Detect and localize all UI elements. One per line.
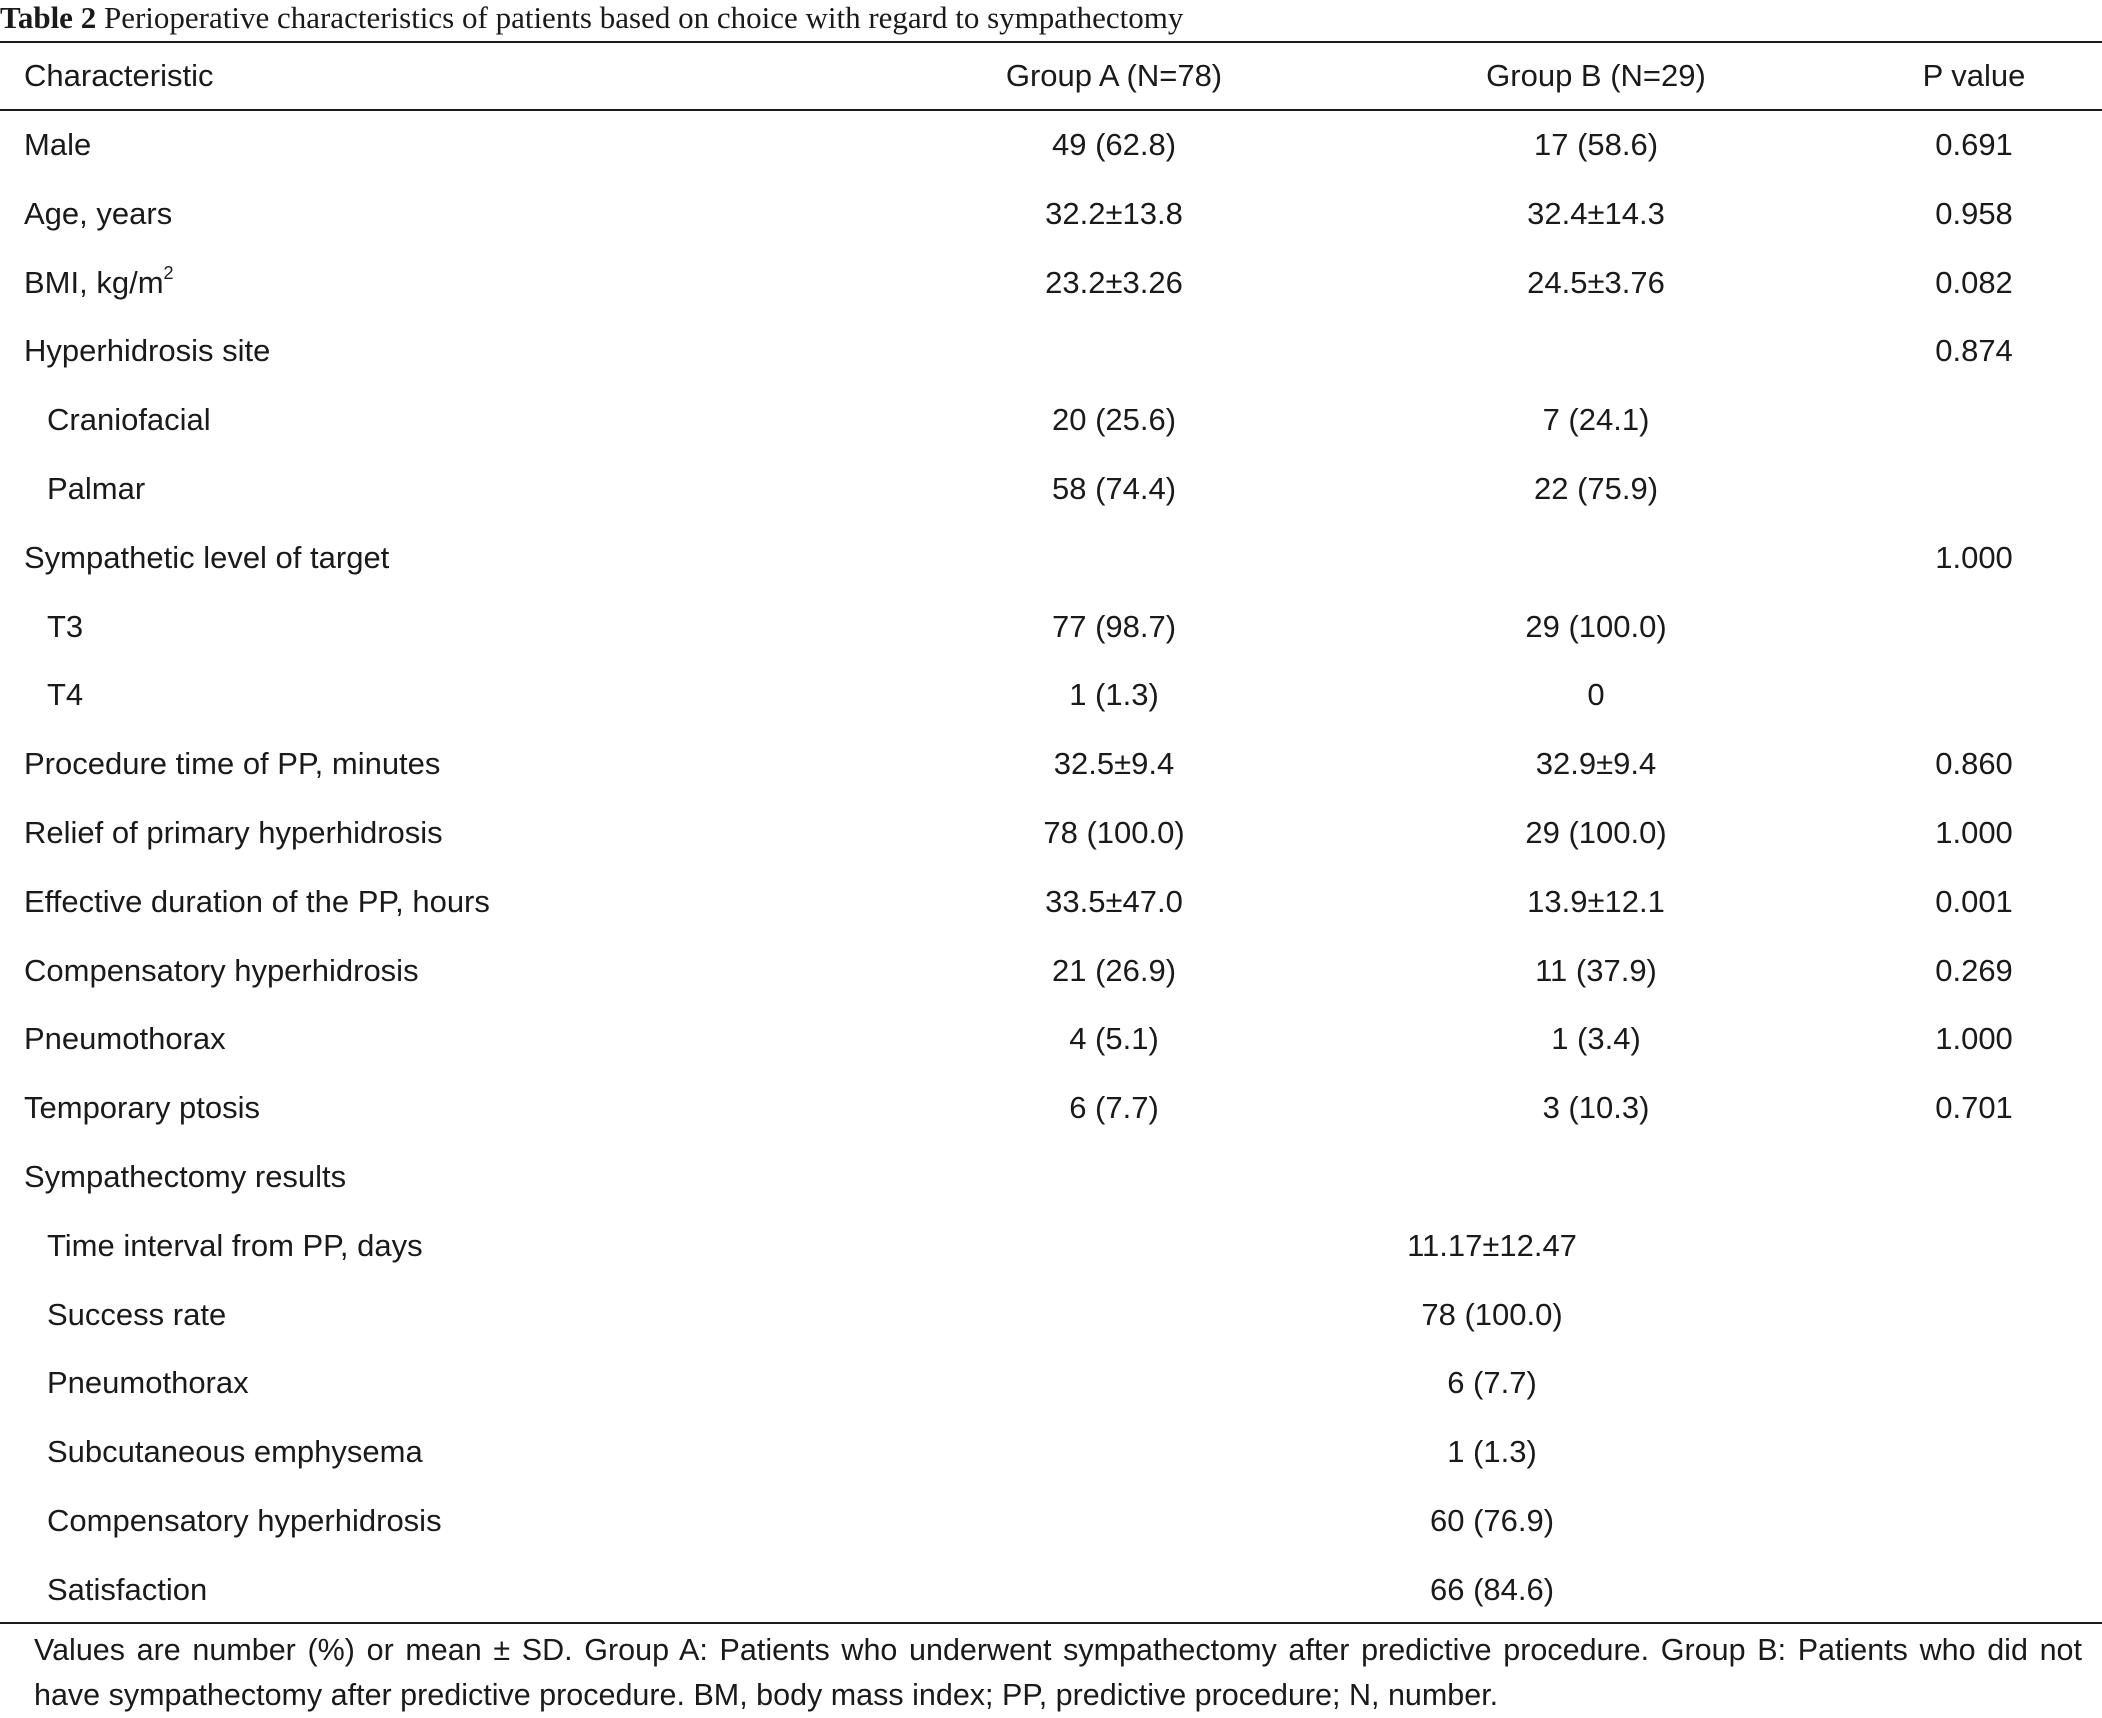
table-row: Compensatory hyperhidrosis 60 (76.9) (0, 1487, 2102, 1556)
row-label: T3 (47, 608, 84, 644)
table-caption-text: Perioperative characteristics of patient… (103, 0, 1184, 35)
row-label: Male (24, 127, 92, 162)
table-caption-label: Table 2 (0, 0, 97, 35)
row-label: Compensatory hyperhidrosis (47, 1502, 442, 1538)
table-row: Procedure time of PP, minutes 32.5±9.4 3… (0, 730, 2102, 799)
row-label: Palmar (47, 470, 146, 506)
row-label: Hyperhidrosis site (24, 333, 271, 369)
table-row: Relief of primary hyperhidrosis 78 (100.… (0, 799, 2102, 868)
row-label: Sympathectomy results (24, 1158, 347, 1194)
table-row: T4 1 (1.3) 0 (0, 661, 2102, 730)
table-row: Hyperhidrosis site 0.874 (0, 317, 2102, 386)
table-row: Palmar 58 (74.4) 22 (75.9) (0, 455, 2102, 524)
table-row: Pneumothorax 4 (5.1) 1 (3.4) 1.000 (0, 1005, 2102, 1074)
table-row: Sympathetic level of target 1.000 (0, 524, 2102, 593)
header-rule (0, 109, 2102, 111)
table-row: Success rate 78 (100.0) (0, 1281, 2102, 1350)
row-label: BMI, kg/m2 (24, 262, 174, 300)
superscript: 2 (163, 262, 174, 283)
table-row: Effective duration of the PP, hours 33.5… (0, 868, 2102, 937)
table-header: Characteristic Group A (N=78) Group B (N… (0, 43, 2102, 109)
table-row: Male 49 (62.8) 17 (58.6) 0.691 (0, 111, 2102, 180)
row-label: Satisfaction (47, 1571, 208, 1607)
table-row: Compensatory hyperhidrosis 21 (26.9) 11 … (0, 937, 2102, 1006)
row-label: Procedure time of PP, minutes (24, 746, 441, 782)
table-body: Male 49 (62.8) 17 (58.6) 0.691 Age, year… (0, 111, 2102, 1625)
row-label: Temporary ptosis (24, 1090, 261, 1126)
row-label: Craniofacial (47, 402, 211, 438)
table-row: Time interval from PP, days 11.17±12.47 (0, 1212, 2102, 1281)
table-row: Craniofacial 20 (25.6) 7 (24.1) (0, 386, 2102, 455)
row-label: Age, years (24, 195, 173, 231)
table-row: T3 77 (98.7) 29 (100.0) (0, 593, 2102, 662)
table-footnote: Values are number (%) or mean ± SD. Grou… (34, 1633, 2082, 1712)
row-label: Relief of primary hyperhidrosis (24, 814, 443, 850)
row-label: Effective duration of the PP, hours (24, 883, 490, 919)
row-label: Pneumothorax (47, 1365, 249, 1401)
row-label: Compensatory hyperhidrosis (24, 952, 419, 988)
bottom-rule (0, 1622, 2102, 1624)
table-row: Sympathectomy results (0, 1143, 2102, 1212)
top-rule (0, 41, 2102, 43)
row-label: T4 (47, 677, 84, 713)
table-row: Subcutaneous emphysema 1 (1.3) (0, 1418, 2102, 1487)
table-row: Age, years 32.2±13.8 32.4±14.3 0.958 (0, 180, 2102, 249)
row-label: Subcutaneous emphysema (47, 1434, 423, 1470)
row-label: Time interval from PP, days (47, 1227, 423, 1263)
table-row: Temporary ptosis 6 (7.7) 3 (10.3) 0.701 (0, 1074, 2102, 1143)
table-row: Satisfaction 66 (84.6) (0, 1556, 2102, 1625)
table-row: Pneumothorax 6 (7.7) (0, 1349, 2102, 1418)
row-label: Sympathetic level of target (24, 539, 390, 575)
row-label: Success rate (47, 1296, 227, 1332)
table-caption: Table 2 Perioperative characteristics of… (0, 0, 2102, 40)
row-label: Pneumothorax (24, 1021, 226, 1057)
table-row: BMI, kg/m2 23.2±3.26 24.5±3.76 0.082 (0, 249, 2102, 318)
header-characteristic: Characteristic (24, 58, 214, 93)
